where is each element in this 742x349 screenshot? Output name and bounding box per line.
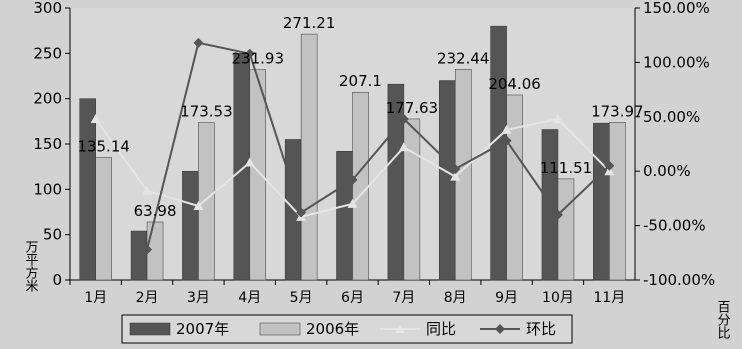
data-label-10: 111.51 — [540, 159, 593, 177]
y-axis-label: 万平方米 — [23, 240, 39, 292]
y-tick-label-4: 200 — [33, 90, 62, 108]
marker-mom-7 — [398, 113, 409, 124]
y2-tick-label-5: 150.00% — [643, 0, 710, 17]
marker-yoy-4 — [244, 157, 255, 167]
legend-swatch-1 — [259, 322, 301, 336]
bar-2006-11 — [609, 122, 626, 281]
x-tick-label-8: 8月 — [444, 290, 467, 306]
line-mom — [146, 41, 611, 250]
marker-mom-11 — [604, 160, 615, 171]
bar-2006-5 — [300, 33, 318, 281]
marker-mom-9 — [501, 135, 512, 146]
legend-marker-2 — [395, 324, 405, 333]
y2-tick-label-3: 50.00% — [643, 108, 700, 126]
x-tick-label-4: 4月 — [238, 290, 261, 306]
data-label-2: 63.98 — [134, 202, 177, 220]
marker-yoy-8 — [450, 171, 461, 181]
marker-mom-4 — [244, 48, 255, 59]
marker-mom-10 — [552, 209, 563, 220]
x-tick-label-11: 11月 — [593, 290, 625, 306]
data-label-7: 177.63 — [386, 99, 439, 117]
marker-yoy-10 — [552, 113, 563, 123]
y-tick-label-5: 250 — [33, 44, 62, 62]
marker-yoy-7 — [398, 142, 409, 152]
x-tick-label-2: 2月 — [136, 290, 159, 306]
bar-2006-4 — [249, 69, 267, 281]
bar-2006-10 — [557, 178, 575, 281]
bar-2006-9 — [506, 94, 523, 281]
data-label-5: 271.21 — [283, 14, 336, 32]
bar-2007-1 — [79, 98, 96, 281]
data-label-8: 232.44 — [437, 49, 490, 67]
bar-2007-2 — [130, 230, 148, 281]
marker-yoy-3 — [193, 201, 204, 211]
legend-swatch-0 — [129, 322, 171, 336]
y-tick-label-0: 0 — [52, 271, 62, 289]
bar-2007-9 — [490, 25, 507, 281]
bar-2007-3 — [182, 170, 199, 281]
data-label-6: 207.1 — [339, 72, 382, 90]
x-tick-label-10: 10月 — [542, 290, 574, 306]
y-tick-label-3: 150 — [33, 135, 62, 153]
bar-2006-3 — [198, 122, 215, 281]
x-tick-label-5: 5月 — [290, 290, 313, 306]
data-label-1: 135.14 — [77, 137, 130, 155]
x-tick-label-3: 3月 — [187, 290, 210, 306]
x-tick-label-9: 9月 — [495, 290, 518, 306]
x-tick-label-7: 7月 — [392, 290, 415, 306]
marker-mom-8 — [450, 164, 461, 175]
data-label-4: 231.93 — [232, 50, 285, 68]
y2-tick-label-0: -100.00% — [643, 271, 715, 289]
marker-mom-6 — [347, 174, 358, 185]
y-tick-label-6: 300 — [33, 0, 62, 17]
marker-yoy-2 — [142, 185, 153, 195]
marker-yoy-6 — [347, 198, 358, 208]
legend-marker-3 — [495, 324, 505, 334]
bar-2006-7 — [403, 118, 421, 281]
x-tick-label-1: 1月 — [84, 290, 107, 306]
marker-mom-2 — [142, 244, 153, 255]
legend-label-2: 同比 — [426, 320, 456, 338]
x-tick-label-6: 6月 — [341, 290, 364, 306]
data-label-11: 173.97 — [591, 102, 644, 120]
y-tick-label-2: 100 — [33, 180, 62, 198]
y2-tick-label-1: -50.00% — [643, 217, 706, 235]
data-label-3: 173.53 — [180, 103, 233, 121]
bar-2006-6 — [352, 91, 369, 281]
legend-label-1: 2006年 — [306, 320, 359, 338]
marker-mom-5 — [296, 207, 307, 218]
bar-2007-6 — [336, 151, 353, 281]
y2-tick-label-2: 0.00% — [643, 162, 691, 180]
bar-2006-1 — [95, 157, 112, 281]
legend-label-3: 环比 — [526, 320, 556, 338]
legend: 2007年 2006年 同比 环比 — [121, 314, 573, 344]
data-label-9: 204.06 — [488, 75, 541, 93]
y-tick-label-1: 50 — [43, 226, 62, 244]
marker-mom-3 — [193, 37, 204, 48]
bar-2007-4 — [233, 53, 251, 281]
bar-2007-11 — [593, 122, 610, 281]
marker-yoy-1 — [90, 113, 101, 123]
legend-label-0: 2007年 — [176, 320, 229, 338]
y2-tick-label-4: 100.00% — [643, 53, 710, 71]
y2-axis-label: 百分比 — [715, 300, 731, 340]
marker-yoy-9 — [501, 124, 512, 134]
